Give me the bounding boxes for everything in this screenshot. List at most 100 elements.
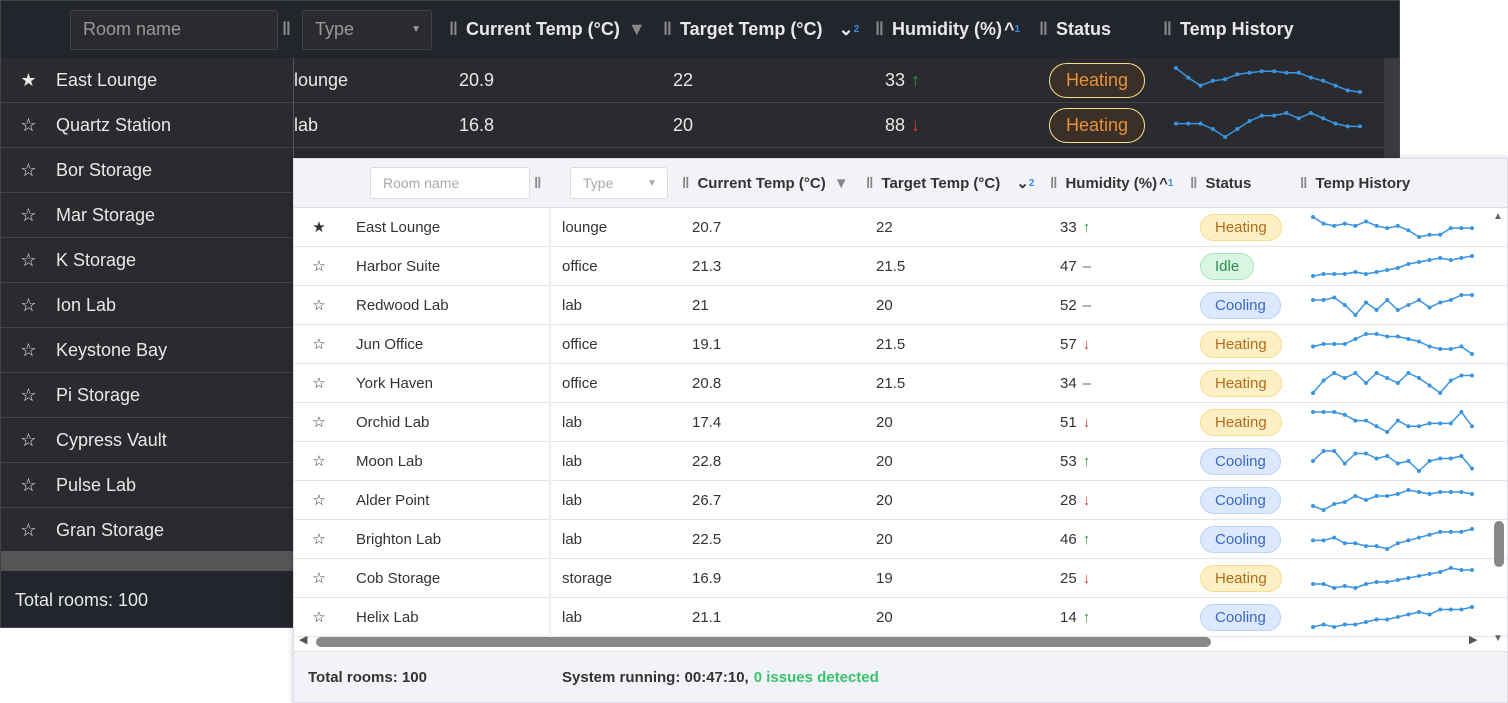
humidity-value: 34 xyxy=(1060,374,1077,392)
status-badge: Heating xyxy=(1200,369,1282,397)
resize-handle-icon[interactable]: ‖ xyxy=(1300,174,1308,192)
table-row[interactable]: ★ East Lounge lounge 20.9 22 33 ↑ Heating xyxy=(1,58,1399,103)
star-outline-icon[interactable]: ☆ xyxy=(20,294,37,315)
star-outline-icon[interactable]: ☆ xyxy=(312,414,326,431)
horizontal-scrollbar-thumb[interactable] xyxy=(316,637,1211,647)
room-name: York Haven xyxy=(356,374,433,392)
star-outline-icon[interactable]: ☆ xyxy=(312,609,326,626)
sort-desc-icon[interactable]: ⌄ xyxy=(838,19,854,39)
scroll-down-icon[interactable]: ▼ xyxy=(1493,633,1503,644)
table-row[interactable]: ☆ Jun Office office 19.1 21.5 57 ↓ Heating xyxy=(294,325,1507,364)
trend-up-icon: ↑ xyxy=(1082,452,1091,470)
sparkline-point xyxy=(1235,72,1240,77)
resize-handle-icon[interactable]: ‖ xyxy=(866,174,874,192)
table-row[interactable]: ☆ Harbor Suite office 21.3 21.5 47– Idle xyxy=(294,247,1507,286)
star-outline-icon[interactable]: ☆ xyxy=(20,204,37,225)
temp-history xyxy=(1310,442,1480,480)
star-filled-icon[interactable]: ★ xyxy=(312,219,326,236)
scroll-right-icon[interactable]: ▶ xyxy=(1469,634,1478,646)
star-outline-icon[interactable]: ☆ xyxy=(20,339,37,360)
resize-handle-icon[interactable]: ‖ xyxy=(663,19,672,39)
scroll-up-icon[interactable]: ▲ xyxy=(1493,211,1503,222)
status-cell: Heating xyxy=(1200,559,1300,597)
resize-handle-icon[interactable]: ‖ xyxy=(682,174,690,192)
room-name: Gran Storage xyxy=(56,508,294,552)
sort-desc-icon[interactable]: ⌄ xyxy=(1016,175,1029,192)
table-row[interactable]: ☆ York Haven office 20.8 21.5 34– Heating xyxy=(294,364,1507,403)
status-header[interactable]: ‖ Status xyxy=(1031,1,1169,58)
sparkline-point xyxy=(1448,258,1453,262)
vertical-scrollbar-thumb[interactable] xyxy=(1494,521,1504,567)
target-temp-header[interactable]: ‖ Target Temp (°C) ⌄ 2 xyxy=(655,1,873,58)
room-name-input[interactable]: Room name xyxy=(370,167,530,199)
table-row[interactable]: ☆ Brighton Lab lab 22.5 20 46 ↑ Cooling xyxy=(294,520,1507,559)
humidity-header[interactable]: ‖ Humidity (%) ^ 1 xyxy=(1042,159,1190,207)
table-row[interactable]: ☆ Moon Lab lab 22.8 20 53 ↑ Cooling xyxy=(294,442,1507,481)
table-row[interactable]: ☆ Cob Storage storage 16.9 19 25 ↓ Heating xyxy=(294,559,1507,598)
sparkline-point xyxy=(1427,532,1432,537)
star-outline-icon[interactable]: ☆ xyxy=(312,453,326,470)
scroll-left-icon[interactable]: ◀ xyxy=(299,634,308,646)
sparkline-point xyxy=(1448,456,1453,461)
humidity: 34– xyxy=(1060,364,1190,402)
temp-history-header[interactable]: ‖ Temp History xyxy=(1292,159,1480,207)
target-temp-header[interactable]: ‖ Target Temp (°C) ⌄ 2 xyxy=(858,159,1046,207)
table-row[interactable]: ☆ Quartz Station lab 16.8 20 88 ↓ Heating xyxy=(1,103,1399,148)
current-temp-header[interactable]: ‖ Current Temp (°C) ▼ xyxy=(674,159,862,207)
star-outline-icon[interactable]: ☆ xyxy=(20,114,37,135)
column-resize-handle[interactable]: ‖ xyxy=(534,159,546,207)
humidity-header[interactable]: ‖ Humidity (%) ^ 1 xyxy=(867,1,1035,58)
target-temp: 21.5 xyxy=(876,335,906,353)
humidity-value: 25 xyxy=(1060,569,1077,587)
resize-handle-icon[interactable]: ‖ xyxy=(875,19,884,39)
status-badge: Cooling xyxy=(1200,603,1281,631)
resize-handle-icon[interactable]: ‖ xyxy=(1190,174,1198,192)
star-outline-icon[interactable]: ☆ xyxy=(312,375,326,392)
star-outline-icon[interactable]: ☆ xyxy=(20,429,37,450)
star-outline-icon[interactable]: ☆ xyxy=(20,249,37,270)
resize-handle-icon[interactable]: ‖ xyxy=(282,19,291,39)
star-outline-icon[interactable]: ☆ xyxy=(20,519,37,540)
table-row[interactable]: ☆ Helix Lab lab 21.1 20 14 ↑ Cooling xyxy=(294,598,1507,637)
column-resize-handle[interactable]: ‖ xyxy=(282,1,294,58)
status-header[interactable]: ‖ Status xyxy=(1182,159,1300,207)
resize-handle-icon[interactable]: ‖ xyxy=(1039,19,1048,39)
horizontal-scrollbar[interactable] xyxy=(1,551,294,571)
star-outline-icon[interactable]: ☆ xyxy=(312,258,326,275)
star-outline-icon[interactable]: ☆ xyxy=(312,336,326,353)
room-type: office xyxy=(562,335,598,353)
sort-asc-icon[interactable]: ^ xyxy=(1159,174,1168,192)
sparkline-point xyxy=(1321,342,1326,346)
resize-handle-icon[interactable]: ‖ xyxy=(449,19,458,39)
table-row[interactable]: ☆ Redwood Lab lab 21 20 52– Cooling xyxy=(294,286,1507,325)
star-outline-icon[interactable]: ☆ xyxy=(312,531,326,548)
target-temp-label: Target Temp (°C) xyxy=(881,174,1001,192)
sparkline-point xyxy=(1353,418,1358,423)
type-select[interactable]: Type ▼ xyxy=(302,9,432,50)
resize-handle-icon[interactable]: ‖ xyxy=(1163,19,1172,39)
table-row[interactable]: ☆ Orchid Lab lab 17.4 20 51 ↓ Heating xyxy=(294,403,1507,442)
temp-history-header[interactable]: ‖ Temp History xyxy=(1155,1,1373,58)
room-name: Helix Lab xyxy=(356,608,419,626)
star-outline-icon[interactable]: ☆ xyxy=(20,474,37,495)
star-outline-icon[interactable]: ☆ xyxy=(20,384,37,405)
star-outline-icon[interactable]: ☆ xyxy=(20,159,37,180)
table-row[interactable]: ☆ Alder Point lab 26.7 20 28 ↓ Cooling xyxy=(294,481,1507,520)
sparkline-point xyxy=(1353,270,1358,274)
star-outline-icon[interactable]: ☆ xyxy=(312,297,326,314)
resize-handle-icon[interactable]: ‖ xyxy=(1050,174,1058,192)
target-temp: 20 xyxy=(876,530,893,548)
sort-asc-icon[interactable]: ^ xyxy=(1003,19,1015,39)
star-outline-icon[interactable]: ☆ xyxy=(312,570,326,587)
type-select[interactable]: Type ▼ xyxy=(570,167,668,199)
room-name-input[interactable]: Room name xyxy=(70,9,278,50)
sparkline-point xyxy=(1406,337,1411,341)
room-name: Alder Point xyxy=(356,491,430,509)
star-outline-icon[interactable]: ☆ xyxy=(312,492,326,509)
filter-icon[interactable]: ▼ xyxy=(627,19,646,39)
resize-handle-icon[interactable]: ‖ xyxy=(534,174,542,192)
star-filled-icon[interactable]: ★ xyxy=(20,69,37,90)
current-temp-header[interactable]: ‖ Current Temp (°C) ▼ xyxy=(441,1,659,58)
filter-icon[interactable]: ▼ xyxy=(833,174,849,192)
table-row[interactable]: ★ East Lounge lounge 20.7 22 33 ↑ Heating xyxy=(294,208,1507,247)
